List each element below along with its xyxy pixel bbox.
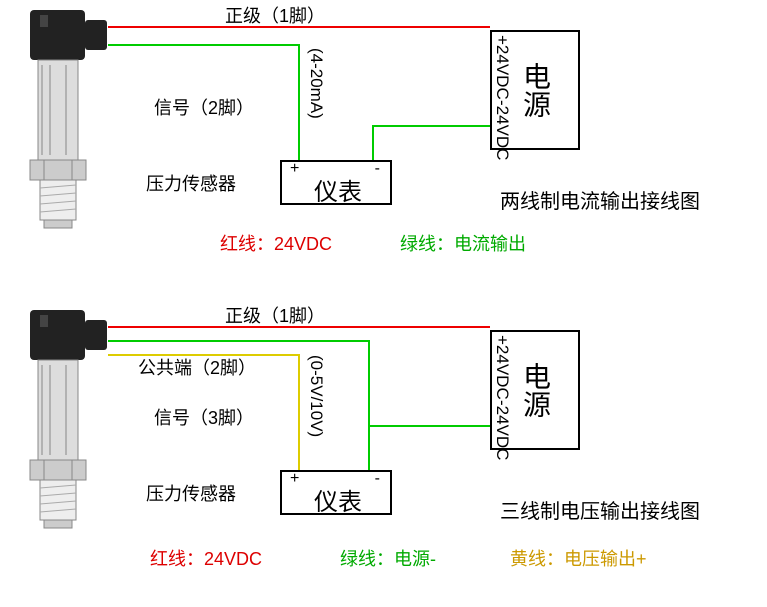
power-minus-label: -24VDC [492, 100, 512, 160]
wire2-label: 信号（2脚） [154, 94, 254, 120]
wire3-label-2: 信号（3脚） [154, 404, 254, 430]
pressure-sensor-image-2 [10, 310, 110, 540]
power-plus-label: +24VDC [492, 35, 512, 100]
legend-green-2: 绿线：电源- [340, 545, 436, 571]
wire-yellow-b [298, 354, 300, 470]
meter-box-2: + - 仪表 [280, 470, 392, 515]
sensor-label: 压力传感器 [146, 170, 236, 196]
diagram-two-wire: 电源 +24VDC -24VDC + - 仪表 正级（1脚） 信号（2脚） (4… [0, 0, 767, 300]
power-label: 电源 [515, 62, 555, 118]
diagram1-title: 两线制电流输出接线图 [500, 185, 700, 214]
wire-green-2a [372, 125, 374, 160]
wire-green-d2-c [368, 425, 490, 427]
wire-green-1a [108, 44, 298, 46]
legend-yellow-2: 黄线：电压输出+ [510, 545, 647, 571]
signal-label: (4-20mA) [306, 48, 326, 119]
diagram2-title: 三线制电压输出接线图 [500, 495, 700, 524]
pressure-sensor-image [10, 10, 110, 240]
legend-green-1: 绿线：电流输出 [400, 230, 526, 256]
wire-green-2b [372, 125, 490, 127]
diagram-three-wire: 电源 +24VDC -24VDC + - 仪表 正级（1脚） 公共端（2脚） 信… [0, 300, 767, 600]
meter-label: 仪表 [314, 172, 362, 207]
meter-minus: - [375, 160, 380, 178]
meter-label-2: 仪表 [314, 482, 362, 517]
wire-green-1b [298, 44, 300, 160]
wire1-label: 正级（1脚） [225, 2, 325, 28]
wire2-label-2: 公共端（2脚） [138, 354, 256, 380]
signal-label-2: (0-5V/10V) [306, 355, 326, 437]
legend-red-1: 红线：24VDC [220, 230, 332, 256]
meter-box: + - 仪表 [280, 160, 392, 205]
wire-green-d2-d [368, 425, 370, 470]
legend-red-2: 红线：24VDC [150, 545, 262, 571]
wire-green-d2-a [108, 340, 368, 342]
power-label-2: 电源 [515, 362, 555, 418]
power-minus-label-2: -24VDC [492, 400, 512, 460]
meter-plus-2: + [290, 470, 299, 488]
meter-minus-2: - [375, 470, 380, 488]
wire1-label-2: 正级（1脚） [225, 302, 325, 328]
power-plus-label-2: +24VDC [492, 335, 512, 400]
wire-green-d2-b [368, 340, 370, 425]
meter-plus: + [290, 160, 299, 178]
sensor-label-2: 压力传感器 [146, 480, 236, 506]
